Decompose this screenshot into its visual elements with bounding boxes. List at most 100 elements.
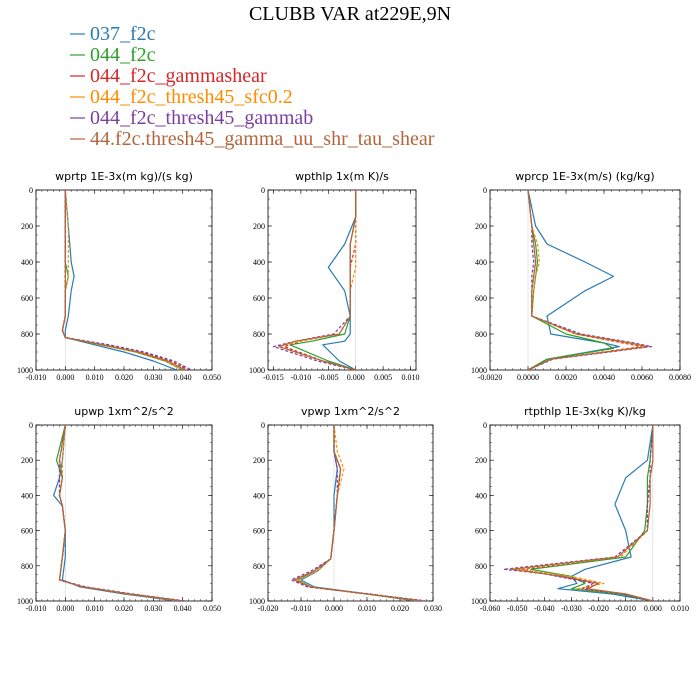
x-tick-label: 0.000: [56, 373, 74, 382]
x-tick-label: -0.010: [291, 373, 312, 382]
x-tick-label: 0.010: [358, 604, 376, 613]
series-line-1: [64, 190, 178, 370]
x-tick-label: -0.010: [291, 604, 312, 613]
x-tick-label: 0.020: [391, 604, 409, 613]
x-tick-label: 0.0080: [669, 373, 691, 382]
panel-6: rtpthlp 1E-3x(kg K)/kg -0.060 -0.050 -0.040…: [471, 405, 689, 613]
x-tick-label: 0.0000: [517, 373, 539, 382]
x-tick-label: 0.010: [402, 373, 420, 382]
y-tick-label: 600: [21, 294, 33, 303]
x-tick-label: 0.000: [347, 373, 365, 382]
panel-title: wpthlp 1x(m K)/s: [295, 170, 389, 183]
panel-title: upwp 1xm^2/s^2: [74, 405, 174, 418]
y-tick-label: 1000: [471, 597, 487, 606]
x-tick-label: 0.020: [115, 604, 133, 613]
figure-title: CLUBB VAR at229E,9N: [249, 3, 451, 25]
x-tick-label: -0.020: [588, 604, 609, 613]
y-tick-label: 200: [253, 222, 265, 231]
y-tick-label: 400: [253, 258, 265, 267]
x-tick-label: -0.005: [318, 373, 339, 382]
panel-4: upwp 1xm^2/s^2 -0.010 0.000 0.010 0.020 0.030…: [17, 405, 221, 613]
y-tick-label: 800: [21, 562, 33, 571]
x-tick-label: -0.030: [561, 604, 582, 613]
y-tick-label: 1000: [17, 366, 33, 375]
x-tick-label: -0.010: [615, 604, 636, 613]
legend: 037_f2c044_f2c044_f2c_gammashear044_f2c_…: [70, 23, 435, 150]
y-tick-label: 600: [475, 294, 487, 303]
x-tick-label: 0.0040: [593, 373, 615, 382]
x-tick-label: 0.050: [203, 373, 221, 382]
legend-entry: 44.f2c.thresh45_gamma_uu_shr_tau_shear: [70, 128, 435, 150]
y-tick-label: 0: [261, 186, 265, 195]
series-line-6: [293, 425, 424, 601]
x-tick-label: 0.050: [203, 604, 221, 613]
legend-entry: 044_f2c_gammashear: [70, 65, 267, 87]
y-tick-label: 800: [253, 330, 265, 339]
y-tick-label: 200: [475, 222, 487, 231]
legend-label: 044_f2c_thresh45_sfc0.2: [90, 86, 293, 108]
series-line-6: [527, 190, 649, 370]
y-tick-label: 0: [29, 421, 33, 430]
legend-entry: 044_f2c: [70, 44, 156, 66]
x-tick-label: 0.010: [671, 604, 689, 613]
legend-entry: 044_f2c_thresh45_gammab: [70, 107, 313, 129]
panel-title: wprcp 1E-3x(m/s) (kg/kg): [515, 170, 654, 183]
x-tick-label: -0.010: [26, 604, 47, 613]
x-tick-label: 0.020: [115, 373, 133, 382]
x-tick-label: 0.030: [144, 604, 162, 613]
panel-title: wprtp 1E-3x(m kg)/(s kg): [55, 170, 193, 183]
x-tick-label: 0.030: [424, 604, 442, 613]
series-line-6: [278, 190, 357, 370]
y-tick-label: 200: [253, 456, 265, 465]
x-tick-label: 0.040: [174, 604, 192, 613]
series-line-4: [61, 190, 183, 370]
x-tick-label: 0.000: [644, 604, 662, 613]
y-tick-label: 400: [475, 491, 487, 500]
x-tick-label: 0.0020: [555, 373, 577, 382]
panel-3: wprcp 1E-3x(m/s) (kg/kg) -0.0020 0.0000 0.0…: [471, 170, 691, 382]
panel-5: vpwp 1xm^2/s^2 -0.020 -0.010 0.000 0.010 0.02…: [249, 405, 442, 613]
x-tick-label: 0.030: [144, 373, 162, 382]
y-tick-label: 1000: [17, 597, 33, 606]
x-tick-label: 0.000: [325, 604, 343, 613]
y-tick-label: 600: [253, 294, 265, 303]
y-tick-label: 400: [475, 258, 487, 267]
y-tick-label: 400: [21, 258, 33, 267]
series-line-1: [557, 425, 654, 601]
y-tick-label: 0: [483, 421, 487, 430]
y-tick-label: 200: [21, 222, 33, 231]
panels: wprtp 1E-3x(m kg)/(s kg) -0.010 0.000 0.010…: [17, 170, 691, 613]
x-tick-label: -0.0020: [478, 373, 503, 382]
y-tick-label: 200: [21, 456, 33, 465]
x-tick-label: -0.040: [534, 604, 555, 613]
y-tick-label: 800: [475, 330, 487, 339]
x-tick-label: -0.050: [507, 604, 528, 613]
panel-title: rtpthlp 1E-3x(kg K)/kg: [524, 405, 646, 418]
y-tick-label: 0: [261, 421, 265, 430]
panel-2: wpthlp 1x(m K)/s -0.015 -0.010 -0.005 0.000 0…: [249, 170, 420, 382]
y-tick-label: 400: [253, 491, 265, 500]
y-tick-label: 800: [21, 330, 33, 339]
y-tick-label: 800: [475, 562, 487, 571]
x-tick-label: 0.040: [174, 373, 192, 382]
series-line-6: [58, 425, 183, 601]
y-tick-label: 600: [253, 527, 265, 536]
series-line-1: [527, 190, 620, 370]
y-tick-label: 200: [475, 456, 487, 465]
series-line-6: [511, 425, 654, 601]
y-tick-label: 400: [21, 491, 33, 500]
legend-label: 44.f2c.thresh45_gamma_uu_shr_tau_shear: [90, 128, 435, 150]
x-tick-label: -0.010: [26, 373, 47, 382]
y-tick-label: 600: [475, 527, 487, 536]
x-tick-label: -0.015: [263, 373, 284, 382]
series-line-6: [61, 190, 186, 370]
x-tick-label: 0.0060: [631, 373, 653, 382]
legend-label: 044_f2c_thresh45_gammab: [90, 107, 313, 129]
y-tick-label: 1000: [471, 366, 487, 375]
legend-label: 044_f2c: [90, 44, 156, 66]
x-tick-label: 0.010: [86, 604, 104, 613]
y-tick-label: 600: [21, 527, 33, 536]
y-tick-label: 1000: [249, 597, 265, 606]
y-tick-label: 1000: [249, 366, 265, 375]
